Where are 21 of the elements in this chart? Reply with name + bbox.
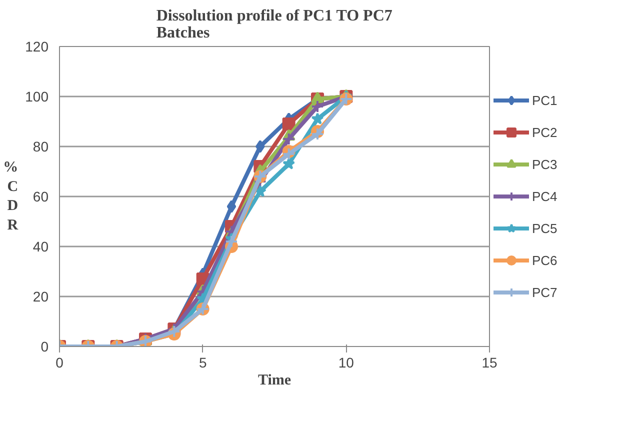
- legend-label: PC6: [532, 252, 558, 268]
- x-tick-label: 5: [198, 354, 207, 370]
- y-tick-label: 120: [25, 38, 49, 54]
- y-tick-label: 60: [32, 188, 49, 204]
- x-tick-label: 10: [338, 354, 354, 370]
- y-tick-label: 0: [40, 338, 49, 354]
- y-tick-label: 80: [32, 138, 49, 154]
- y-tick-label: 40: [32, 238, 49, 254]
- legend-label: PC4: [532, 188, 558, 204]
- legend-label: PC2: [532, 124, 558, 140]
- legend-label: PC1: [532, 92, 558, 108]
- x-tick-label: 15: [482, 354, 498, 370]
- legend-label: PC3: [532, 156, 558, 172]
- y-axis-title: %CDR: [3, 160, 18, 234]
- chart-title: Dissolution profile of PC1 TO PC7 Batches: [156, 8, 392, 42]
- x-tick-label: 0: [56, 354, 64, 370]
- y-tick-label: 100: [25, 88, 49, 104]
- legend-label: PC5: [532, 220, 558, 236]
- y-tick-label: 20: [32, 288, 49, 304]
- legend-label: PC7: [532, 284, 558, 300]
- x-axis-title: Time: [258, 372, 292, 388]
